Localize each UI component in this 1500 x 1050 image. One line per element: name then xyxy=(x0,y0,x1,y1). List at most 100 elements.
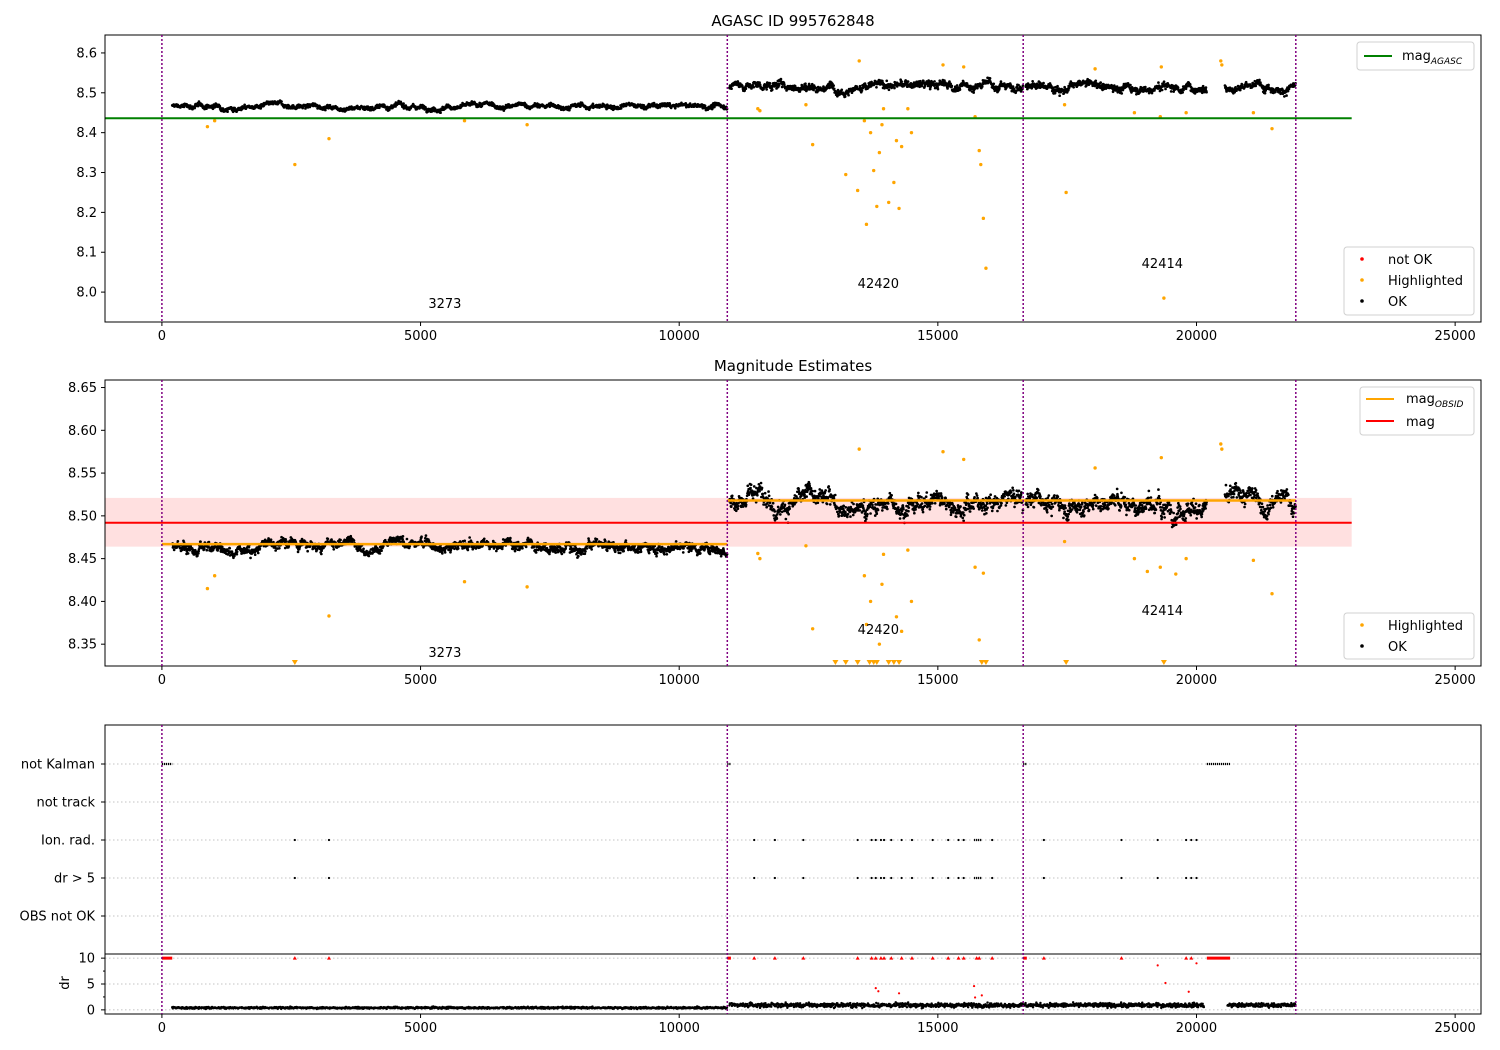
highlighted-point xyxy=(880,122,884,127)
flag-point xyxy=(1156,838,1159,842)
flag-point xyxy=(882,838,886,842)
highlighted-point xyxy=(899,629,904,634)
highlighted-point xyxy=(1184,111,1188,115)
flag-point xyxy=(870,838,873,842)
flag-point xyxy=(1120,876,1123,880)
x-tick-label: 20000 xyxy=(1176,329,1217,344)
flag-point xyxy=(1042,838,1045,842)
panel-3: not Kalman not track Ion. rad. dr > 5 OBS no… xyxy=(20,724,1482,1036)
highlighted-point xyxy=(327,614,331,618)
dr-tick-label: 10 xyxy=(78,952,95,967)
dr-clipped-point xyxy=(899,956,904,960)
flag-point xyxy=(293,838,296,842)
flag-label: dr > 5 xyxy=(54,872,95,887)
y-tick-label: 8.45 xyxy=(68,552,97,567)
legend-highlighted: Highlighted xyxy=(1388,274,1463,289)
panel-2: Magnitude Estimates 0 5000 10000 15000 20000… xyxy=(68,357,1482,688)
flag-point xyxy=(879,838,883,842)
flag-label: not Kalman xyxy=(21,758,95,773)
highlighted-point xyxy=(871,168,876,173)
dr-clipped-point xyxy=(889,956,894,960)
x-tick-label: 25000 xyxy=(1434,673,1475,688)
highlighted-point xyxy=(1184,556,1188,561)
dr-clipped-point xyxy=(878,956,883,960)
highlighted-point xyxy=(525,122,529,127)
ok-points xyxy=(728,76,1025,99)
x-tick-label: 10000 xyxy=(659,329,700,344)
dr-clipped-point xyxy=(752,956,757,960)
highlighted-point xyxy=(881,552,886,557)
flag-point xyxy=(1185,838,1188,842)
highlighted-point xyxy=(864,222,869,227)
panel-1-frame xyxy=(104,34,1482,323)
highlighted-point xyxy=(462,580,467,584)
clipped-point-marker xyxy=(978,660,985,665)
highlighted-point xyxy=(857,59,861,63)
highlighted-point xyxy=(977,638,981,642)
flag-point xyxy=(947,838,950,842)
highlighted-point xyxy=(1220,447,1224,451)
x-tick-label: 0 xyxy=(158,673,166,688)
legend-not-ok: not OK xyxy=(1388,253,1433,268)
dr-not-ok-point xyxy=(877,990,880,993)
legend-highlighted-2: Highlighted xyxy=(1388,619,1463,634)
y-tick-label: 8.4 xyxy=(76,126,97,141)
highlighted-point xyxy=(906,107,910,111)
highlighted-point xyxy=(205,586,210,591)
legend-ok: OK xyxy=(1388,295,1407,310)
dr-not-ok-point xyxy=(874,987,877,990)
svg-text:magAGASC: magAGASC xyxy=(1402,49,1463,67)
dr-tick-label: 5 xyxy=(87,978,95,993)
x-tick-label: 15000 xyxy=(917,1021,958,1036)
clipped-point-marker xyxy=(890,660,897,665)
flag-point xyxy=(293,876,296,880)
dr-not-ok-point xyxy=(1195,962,1198,965)
x-tick-label: 20000 xyxy=(1176,1021,1217,1036)
dr-not-ok-point xyxy=(973,996,977,999)
flag-point xyxy=(1195,838,1198,842)
clipped-point-marker xyxy=(842,660,849,665)
flag-point xyxy=(1120,838,1123,842)
flag-point xyxy=(856,876,859,880)
highlighted-point xyxy=(941,63,945,67)
obsid-label: 42420 xyxy=(858,277,899,292)
y-tick-label: 8.0 xyxy=(76,286,97,301)
highlighted-point xyxy=(894,138,899,143)
highlighted-point xyxy=(877,150,882,155)
dr-clipped-point xyxy=(990,956,995,960)
dr-axis-label: dr xyxy=(58,976,73,990)
x-tick-label: 0 xyxy=(158,329,166,344)
highlighted-point xyxy=(293,162,297,167)
flag-point xyxy=(327,876,331,880)
highlighted-point xyxy=(909,599,914,604)
dr-clipped-point xyxy=(974,956,979,960)
highlighted-point xyxy=(909,130,914,135)
highlighted-point xyxy=(1174,572,1178,576)
dr-clipped-point xyxy=(956,956,961,960)
clipped-point-marker xyxy=(854,660,861,665)
flag-point xyxy=(1185,876,1188,880)
highlighted-point xyxy=(1251,558,1256,563)
highlighted-point xyxy=(844,172,848,177)
dr-clipped-point xyxy=(873,956,878,960)
obsid-label: 42420 xyxy=(858,623,899,638)
dr-not-ok-point xyxy=(980,994,983,997)
flag-point xyxy=(962,838,965,842)
highlighted-point xyxy=(804,103,808,107)
clipped-point-marker xyxy=(866,660,873,665)
dr-not-ok-point xyxy=(1156,964,1159,967)
flag-point xyxy=(753,876,756,880)
flag-point xyxy=(773,876,776,880)
highlighted-point xyxy=(1132,556,1137,561)
highlighted-point xyxy=(1270,592,1274,596)
y-tick-label: 8.55 xyxy=(68,467,97,482)
highlighted-point xyxy=(880,582,884,586)
highlighted-point xyxy=(1145,569,1150,574)
highlighted-point xyxy=(810,627,815,631)
x-tick-label: 5000 xyxy=(404,329,437,344)
dr-clipped-point xyxy=(1184,956,1189,960)
highlighted-point xyxy=(758,109,762,113)
clipped-point-marker xyxy=(896,660,903,665)
dr-not-ok-point xyxy=(972,984,976,988)
